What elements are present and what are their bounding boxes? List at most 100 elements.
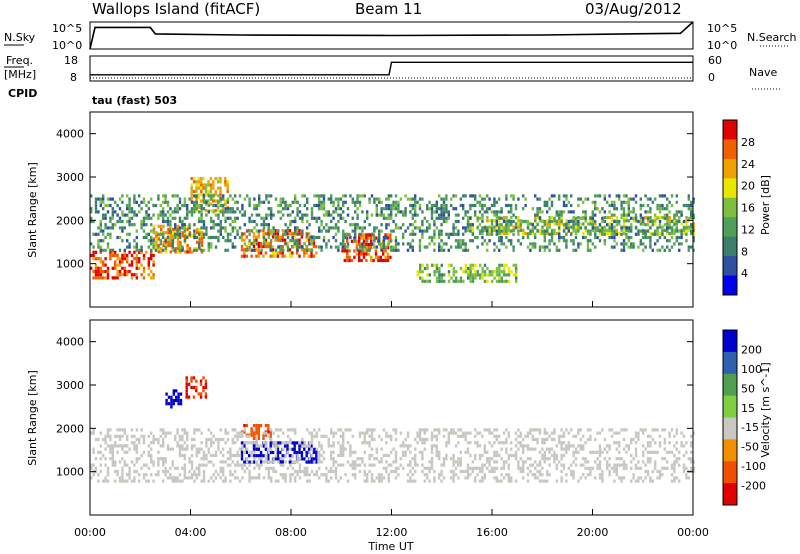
power-cell: [627, 235, 630, 240]
velocity-cell: [356, 463, 359, 467]
power-cell: [378, 229, 381, 233]
power-cell: [269, 241, 272, 245]
power-cell: [687, 248, 690, 252]
power-cell: [433, 203, 436, 208]
velocity-cell: [334, 476, 338, 480]
velocity-cell: [286, 428, 290, 432]
power-cell: [591, 223, 594, 227]
power-cell: [680, 213, 683, 217]
velocity-cell: [452, 473, 455, 477]
power-cell: [150, 216, 153, 220]
power-cell: [500, 232, 503, 236]
power-cell: [486, 248, 489, 252]
power-cell: [166, 210, 170, 214]
velocity-cell: [478, 469, 482, 474]
power-cell: [594, 194, 597, 198]
velocity-cell: [322, 434, 326, 438]
power-cell: [355, 246, 358, 250]
velocity-cell: [318, 441, 321, 445]
velocity-cell: [258, 476, 261, 480]
power-cell: [334, 226, 338, 230]
power-cell: [466, 216, 470, 220]
power-cell: [548, 225, 551, 229]
velocity-cell: [546, 437, 549, 442]
power-cell: [281, 245, 284, 249]
velocity-cell: [637, 431, 640, 435]
power-cell: [198, 219, 201, 224]
power-cell: [374, 249, 378, 253]
power-cell: [622, 207, 626, 211]
velocity-cell: [289, 447, 292, 451]
power-cell: [97, 242, 100, 246]
power-cell: [222, 226, 225, 230]
velocity-cell: [478, 457, 482, 461]
velocity-cell: [219, 437, 222, 442]
time-tick-label: 16:00: [476, 526, 508, 539]
velocity-cell: [622, 447, 626, 451]
power-cell: [343, 242, 346, 247]
power-ytick-label: 4000: [56, 128, 84, 141]
power-cell: [366, 213, 369, 217]
power-cell: [276, 254, 280, 258]
velocity-cell: [200, 431, 203, 435]
velocity-cell: [106, 479, 110, 483]
power-cell: [217, 200, 220, 204]
velocity-cell: [378, 473, 381, 477]
velocity-cell: [130, 441, 134, 445]
velocity-cell: [330, 469, 333, 474]
power-cell: [102, 197, 105, 201]
power-cell: [418, 245, 422, 249]
power-cell: [259, 245, 263, 249]
power-cell: [630, 197, 633, 201]
power-cell: [358, 252, 361, 256]
power-cell: [486, 207, 489, 211]
velocity-cell: [493, 476, 496, 480]
velocity-cell: [510, 476, 513, 480]
power-cell: [166, 200, 170, 204]
velocity-cell: [500, 457, 503, 461]
power-cell: [147, 207, 150, 211]
velocity-cell: [214, 437, 218, 442]
power-cell: [306, 248, 309, 252]
velocity-cell: [106, 444, 110, 448]
power-cell: [253, 239, 256, 243]
power-cell: [205, 200, 208, 204]
power-cell: [210, 245, 213, 249]
velocity-cell: [121, 428, 124, 432]
power-cell: [483, 239, 486, 243]
velocity-cell: [294, 428, 297, 432]
power-cell: [538, 210, 542, 214]
time-tick-label: 00:00: [677, 526, 709, 539]
velocity-cell: [92, 447, 95, 451]
velocity-cell: [190, 437, 194, 442]
power-cell: [555, 248, 558, 252]
velocity-cell: [548, 457, 551, 461]
power-cell: [469, 194, 472, 198]
power-cell: [197, 196, 201, 200]
power-cell: [445, 207, 448, 211]
velocity-cell: [258, 466, 261, 470]
power-cell: [341, 249, 344, 253]
power-cell: [570, 210, 573, 214]
power-cell: [150, 248, 153, 252]
power-cell: [234, 194, 237, 198]
velocity-cell: [584, 457, 587, 461]
power-cell: [286, 235, 290, 240]
velocity-cell: [577, 479, 580, 483]
power-cell: [135, 266, 138, 270]
power-cell: [138, 203, 141, 208]
velocity-cell: [519, 469, 522, 474]
velocity-cell: [310, 434, 314, 438]
power-cell: [646, 223, 650, 227]
velocity-cell: [514, 450, 518, 454]
velocity-cell: [322, 473, 326, 477]
power-cell: [675, 235, 678, 240]
power-cell: [169, 219, 172, 224]
power-cell: [471, 276, 475, 280]
power-cell: [250, 242, 254, 246]
velocity-cell: [190, 463, 194, 467]
power-cell: [186, 203, 189, 208]
power-cell: [200, 203, 203, 208]
velocity-cell: [596, 450, 599, 454]
power-cell: [128, 269, 131, 274]
